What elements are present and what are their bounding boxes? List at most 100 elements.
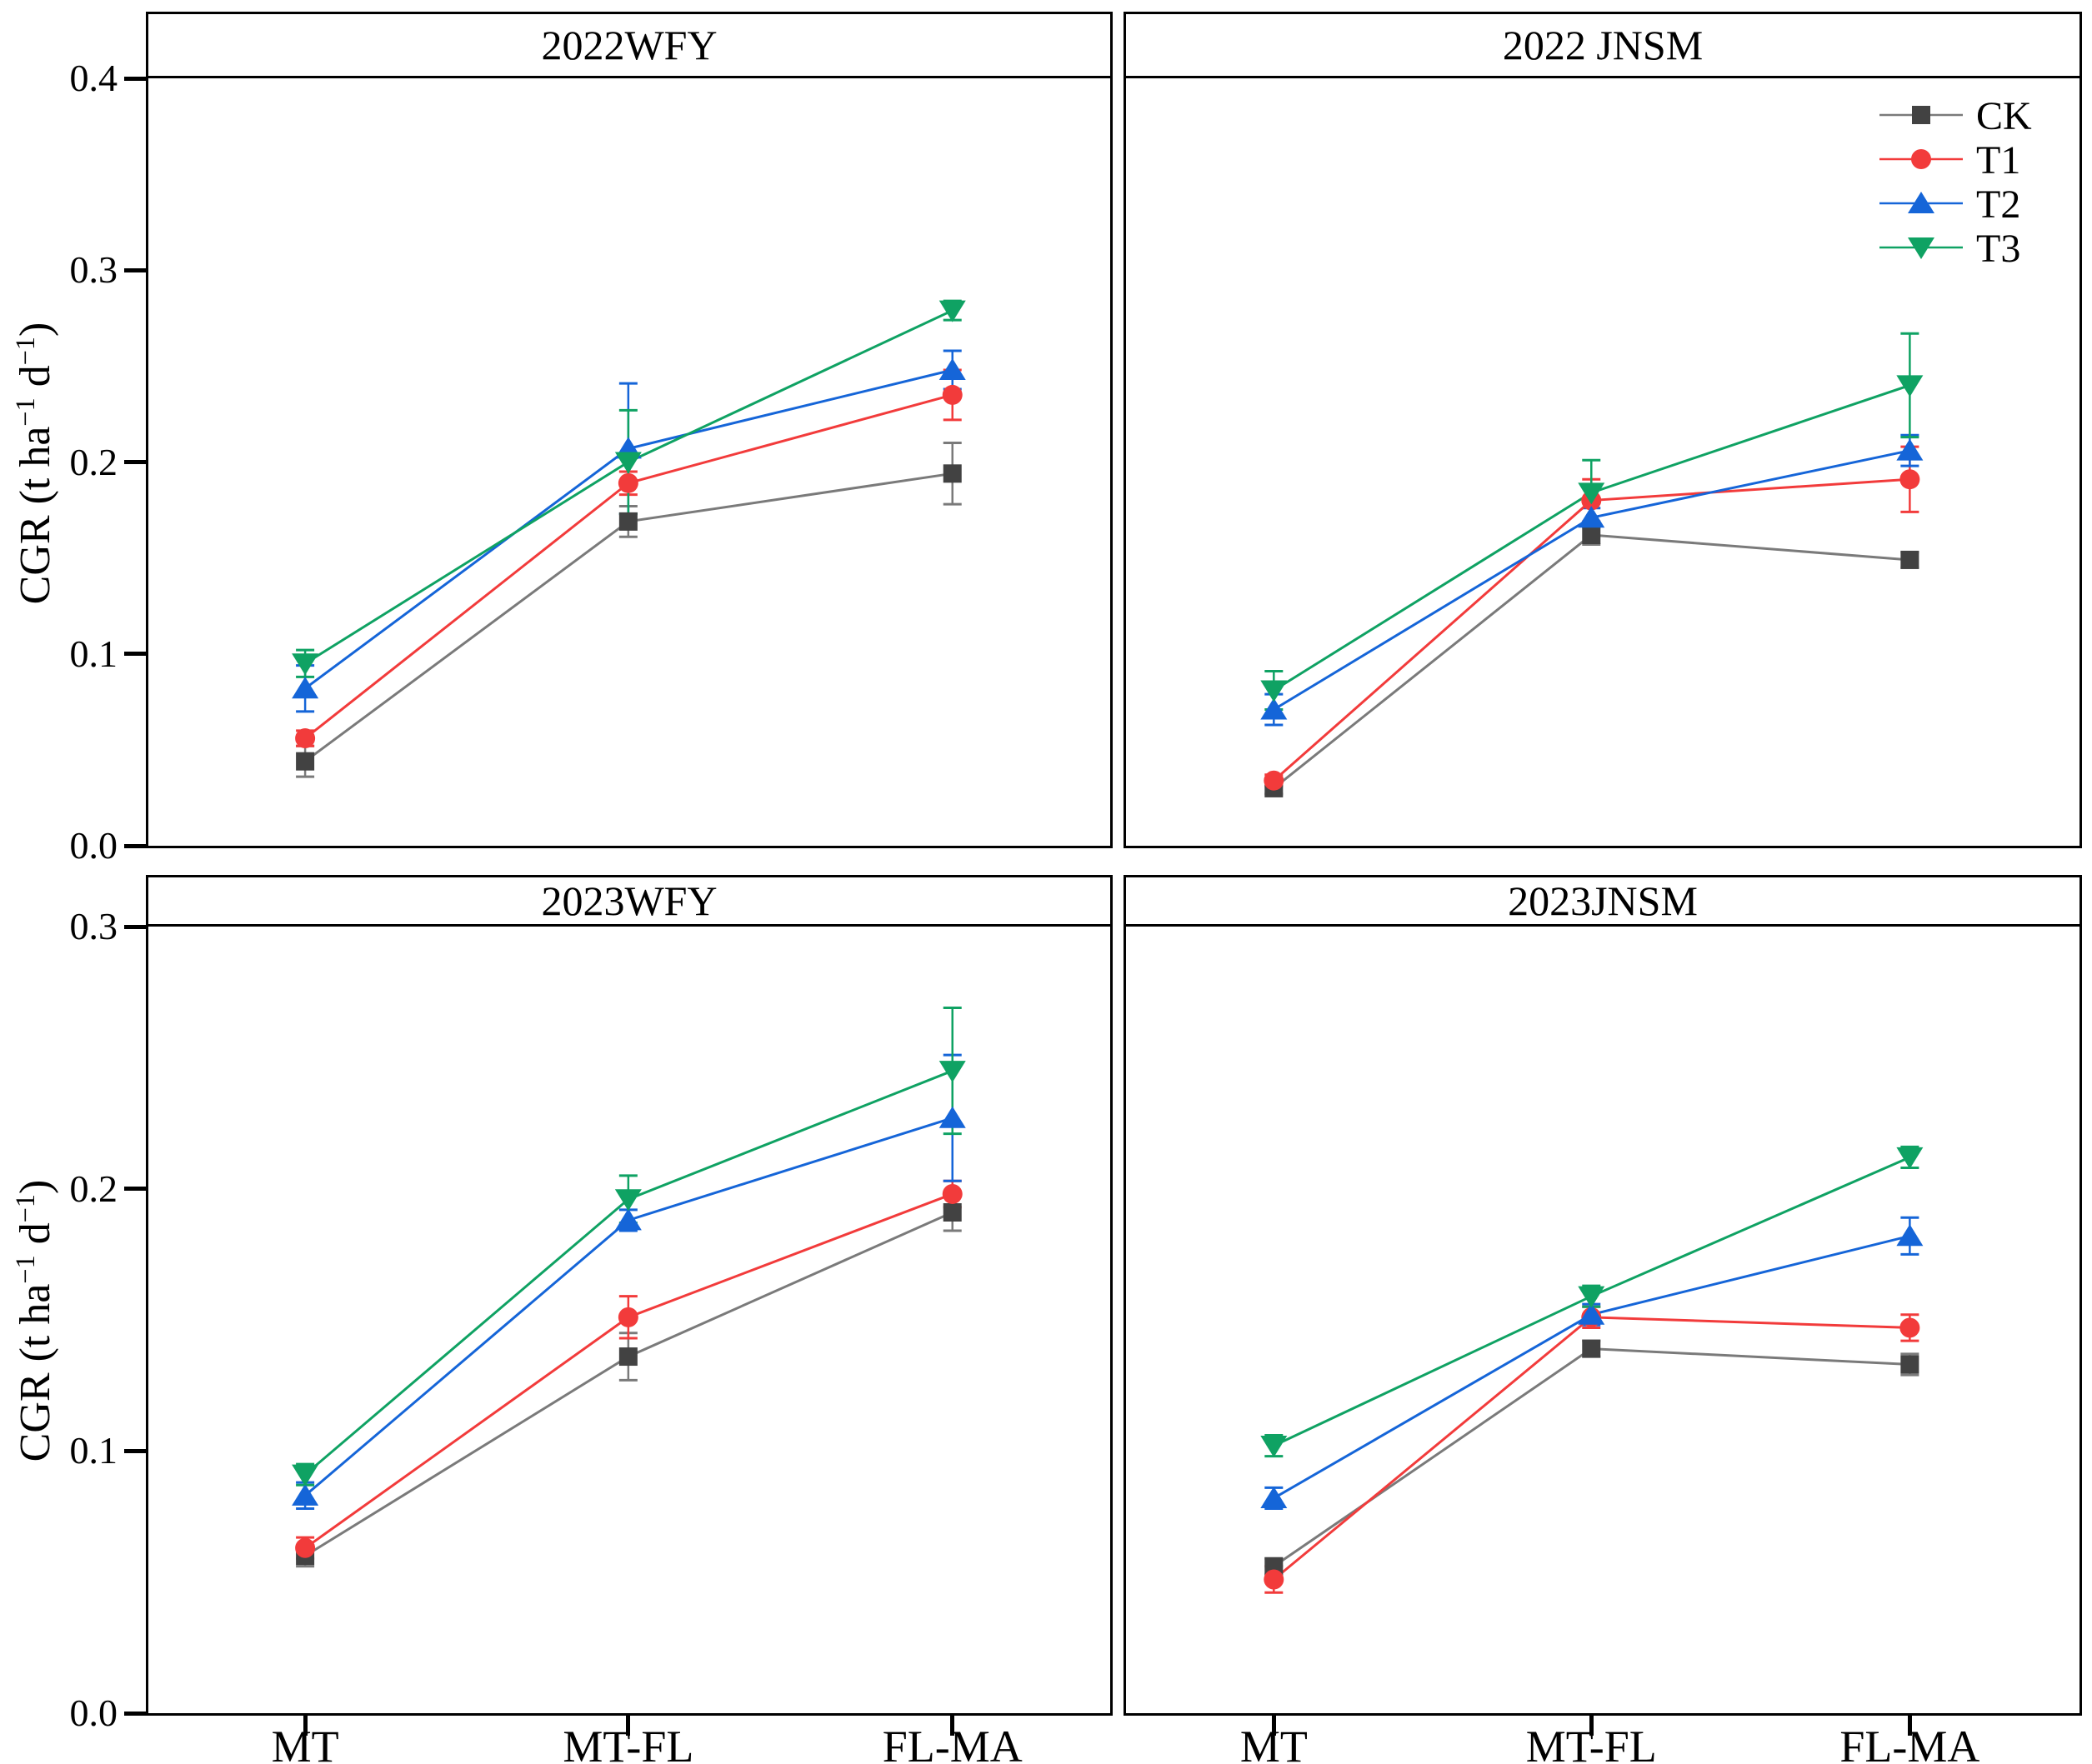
legend-label-t3: T3 bbox=[1976, 227, 2020, 271]
y-tick-mark bbox=[124, 843, 146, 848]
data-point-T3-MT bbox=[1260, 680, 1288, 702]
y-tick-mark bbox=[124, 267, 146, 272]
data-point-T1-MT bbox=[295, 728, 316, 749]
data-point-T3-MT bbox=[292, 653, 319, 676]
y-axis-label-bottom: CGR (t ha−1 d−1) bbox=[9, 1179, 60, 1462]
x-tick-label-mt: MT bbox=[271, 1722, 339, 1764]
data-point-T1-MT bbox=[295, 1537, 316, 1558]
x-tick-label-fl-ma: FL-MA bbox=[882, 1722, 1023, 1764]
data-point-T2-FL-MA bbox=[1896, 1224, 1924, 1247]
panel-title-2023wfy: 2023WFY bbox=[541, 877, 718, 924]
data-point-T3-MT-FL bbox=[1578, 1286, 1605, 1308]
x-tick-label-mt: MT bbox=[1239, 1722, 1308, 1764]
series-line-CK bbox=[304, 1211, 953, 1557]
x-tick-mark bbox=[1589, 1716, 1594, 1736]
legend-label-t2: T2 bbox=[1976, 182, 2020, 227]
legend-label-t1: T1 bbox=[1976, 138, 2020, 182]
data-point-T1-FL-MA bbox=[942, 1183, 963, 1204]
data-point-T3-FL-MA bbox=[1896, 375, 1924, 397]
data-point-T2-MT bbox=[1260, 1486, 1288, 1508]
data-point-CK-MT-FL bbox=[1582, 525, 1601, 544]
data-point-T2-FL-MA bbox=[938, 357, 966, 380]
data-point-T3-MT-FL bbox=[614, 1189, 642, 1212]
data-point-T2-MT-FL bbox=[1578, 506, 1605, 528]
data-point-CK-MT-FL bbox=[618, 1347, 638, 1367]
y-tick-mark bbox=[124, 460, 146, 464]
panel-title-band: 2023JNSM bbox=[1126, 877, 2079, 927]
x-tick-mark bbox=[626, 1716, 631, 1736]
y-tick-label: 0.3 bbox=[69, 905, 118, 947]
y-tick-mark bbox=[124, 1448, 146, 1453]
data-point-T2-MT bbox=[1260, 697, 1288, 720]
data-point-T2-FL-MA bbox=[1896, 438, 1924, 461]
panel-2023wfy: 2023WFY bbox=[146, 875, 1113, 1716]
x-tick-mark bbox=[303, 1716, 308, 1736]
legend-label-ck: CK bbox=[1976, 94, 2032, 138]
y-tick-label: 0.2 bbox=[69, 1167, 118, 1210]
x-tick-mark bbox=[1271, 1716, 1276, 1736]
legend-marker-ck-icon bbox=[1912, 106, 1930, 124]
series-line-CK bbox=[1273, 1347, 1910, 1568]
data-point-T3-MT-FL bbox=[614, 452, 642, 474]
x-tick-label-mt-fl: MT-FL bbox=[1525, 1722, 1657, 1764]
panel-2023jnsm: 2023JNSM bbox=[1124, 875, 2082, 1716]
panel-title-band: 2023WFY bbox=[148, 877, 1110, 927]
data-point-T2-FL-MA bbox=[938, 1106, 966, 1128]
x-tick-mark bbox=[950, 1716, 955, 1736]
panel-title-2022wfy: 2022WFY bbox=[541, 22, 718, 68]
data-point-T2-MT bbox=[292, 677, 319, 699]
data-point-T1-FL-MA bbox=[942, 384, 963, 405]
data-point-T3-MT bbox=[1260, 1436, 1288, 1458]
panel-title-2022jnsm: 2022 JNSM bbox=[1502, 22, 1704, 68]
data-point-T3-MT-FL bbox=[1578, 482, 1605, 505]
plot-area-2023wfy bbox=[292, 1007, 966, 1568]
data-point-CK-MT bbox=[296, 752, 315, 771]
data-point-T1-MT bbox=[1264, 770, 1284, 791]
data-point-T2-MT-FL bbox=[1578, 1302, 1605, 1325]
data-point-T3-MT bbox=[292, 1464, 319, 1487]
data-point-CK-FL-MA bbox=[943, 464, 962, 483]
y-tick-label: 0.1 bbox=[69, 632, 118, 675]
legend-marker-t1-icon bbox=[1911, 149, 1931, 169]
data-point-T1-FL-MA bbox=[1899, 469, 1920, 490]
panel-title-2023jnsm: 2023JNSM bbox=[1508, 877, 1698, 924]
data-point-CK-FL-MA bbox=[943, 1202, 962, 1222]
y-tick-label: 0.0 bbox=[69, 1692, 118, 1734]
panel-title-band: 2022WFY bbox=[148, 14, 1110, 78]
data-point-CK-MT-FL bbox=[1582, 1339, 1601, 1358]
series-line-CK bbox=[1273, 533, 1910, 790]
y-tick-label: 0.2 bbox=[69, 440, 118, 483]
y-tick-label: 0.1 bbox=[69, 1429, 118, 1472]
data-point-T1-MT-FL bbox=[618, 472, 638, 493]
data-point-T3-FL-MA bbox=[938, 300, 966, 322]
legend-marker-t2-icon bbox=[1908, 192, 1934, 213]
legend-item-ck: CK bbox=[1879, 94, 2032, 138]
x-tick-label-mt-fl: MT-FL bbox=[563, 1722, 694, 1764]
x-tick-mark bbox=[1907, 1716, 1912, 1736]
legend-item-t1: T1 bbox=[1879, 138, 2020, 182]
data-point-T2-MT-FL bbox=[614, 1208, 642, 1231]
data-point-T1-MT bbox=[1264, 1569, 1284, 1590]
data-point-T3-FL-MA bbox=[938, 1061, 966, 1083]
data-point-CK-FL-MA bbox=[1900, 550, 1919, 569]
panel-2022jnsm: 2022 JNSM CK T1 T2 T3 bbox=[1124, 12, 2082, 848]
y-tick-label: 0.0 bbox=[69, 824, 118, 867]
y-tick-label: 0.3 bbox=[69, 248, 118, 292]
x-tick-label-fl-ma: FL-MA bbox=[1839, 1722, 1980, 1764]
series-line-T2 bbox=[1273, 1234, 1910, 1500]
panel-title-band: 2022 JNSM bbox=[1126, 14, 2079, 78]
y-tick-mark bbox=[124, 924, 146, 929]
panel-2022wfy: 2022WFY bbox=[146, 12, 1113, 848]
plot-area-2023jnsm bbox=[1260, 1145, 1924, 1594]
y-tick-mark bbox=[124, 76, 146, 81]
legend-item-t3: T3 bbox=[1879, 227, 2020, 271]
y-tick-mark bbox=[124, 1711, 146, 1716]
legend-marker-t3-icon bbox=[1908, 237, 1934, 259]
y-tick-label: 0.4 bbox=[69, 57, 118, 99]
data-point-T1-MT-FL bbox=[618, 1307, 638, 1327]
data-point-T1-FL-MA bbox=[1899, 1317, 1920, 1338]
y-tick-mark bbox=[124, 1187, 146, 1192]
y-tick-mark bbox=[124, 652, 146, 657]
